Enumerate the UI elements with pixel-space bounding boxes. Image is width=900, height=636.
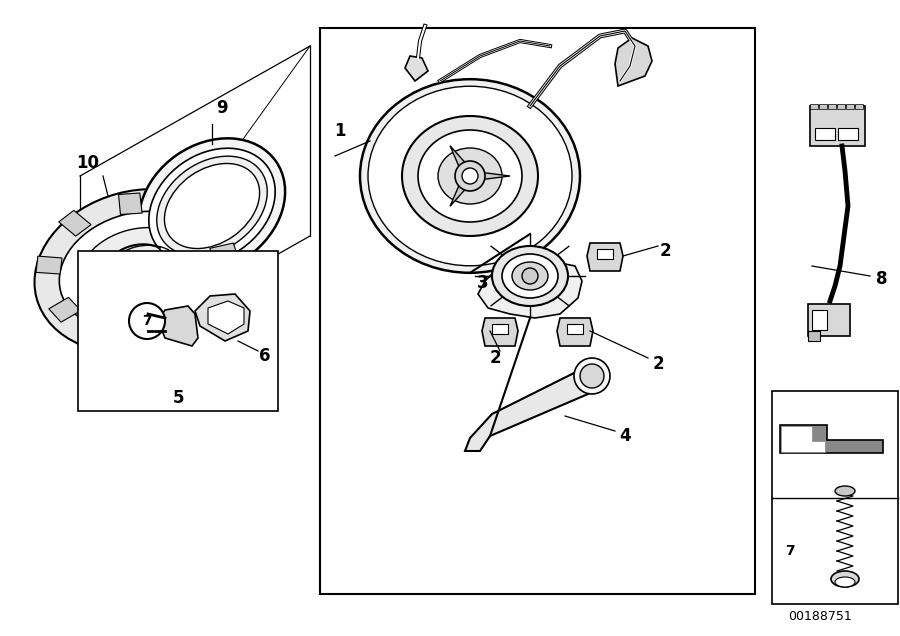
Polygon shape	[195, 294, 250, 341]
Circle shape	[522, 268, 538, 284]
Ellipse shape	[165, 163, 259, 249]
Ellipse shape	[835, 577, 855, 587]
Circle shape	[462, 168, 478, 184]
Bar	[828, 104, 836, 109]
Ellipse shape	[502, 254, 558, 298]
Circle shape	[455, 161, 485, 191]
Text: 7: 7	[142, 314, 152, 328]
Polygon shape	[36, 256, 62, 274]
Ellipse shape	[492, 246, 568, 306]
Text: 00188751: 00188751	[788, 609, 852, 623]
Polygon shape	[174, 203, 205, 228]
Circle shape	[580, 364, 604, 388]
Text: 9: 9	[216, 99, 228, 117]
Bar	[819, 104, 827, 109]
Bar	[838, 128, 858, 140]
Bar	[837, 104, 845, 109]
Ellipse shape	[512, 262, 548, 290]
Text: 1: 1	[334, 122, 346, 140]
Ellipse shape	[835, 486, 855, 496]
Text: 8: 8	[877, 270, 887, 288]
Polygon shape	[210, 243, 239, 264]
Bar	[320, 28, 755, 594]
Polygon shape	[780, 425, 883, 453]
Text: 7: 7	[785, 544, 795, 558]
Polygon shape	[49, 298, 81, 322]
Polygon shape	[479, 172, 510, 180]
Polygon shape	[405, 56, 428, 81]
Ellipse shape	[139, 138, 285, 273]
Circle shape	[574, 358, 610, 394]
Bar	[855, 104, 863, 109]
Bar	[597, 249, 613, 259]
Text: 6: 6	[259, 347, 271, 365]
Text: 5: 5	[172, 389, 184, 407]
Bar	[808, 331, 820, 341]
Text: 2: 2	[659, 242, 670, 260]
Bar	[815, 128, 835, 140]
Polygon shape	[557, 318, 593, 346]
Polygon shape	[781, 426, 825, 452]
Polygon shape	[587, 243, 623, 271]
Ellipse shape	[34, 189, 241, 353]
Bar	[810, 106, 865, 146]
Polygon shape	[450, 146, 470, 172]
Bar	[846, 104, 854, 109]
Polygon shape	[450, 180, 470, 206]
Ellipse shape	[148, 148, 275, 264]
Bar	[812, 310, 827, 330]
Ellipse shape	[418, 130, 522, 222]
Polygon shape	[102, 324, 129, 348]
Polygon shape	[208, 301, 244, 334]
Bar	[810, 104, 818, 109]
Text: 4: 4	[619, 427, 631, 445]
Polygon shape	[203, 288, 234, 311]
Bar	[492, 324, 508, 334]
Ellipse shape	[368, 86, 572, 266]
Polygon shape	[58, 211, 91, 236]
Ellipse shape	[79, 228, 197, 314]
Polygon shape	[482, 318, 518, 346]
Polygon shape	[465, 368, 598, 451]
Bar	[772, 391, 898, 604]
Polygon shape	[615, 38, 652, 86]
Bar	[78, 251, 278, 411]
Ellipse shape	[360, 80, 580, 273]
Ellipse shape	[438, 148, 502, 204]
Ellipse shape	[157, 156, 267, 256]
Polygon shape	[161, 320, 191, 345]
Polygon shape	[119, 193, 142, 214]
Text: 2: 2	[490, 349, 500, 367]
Bar	[808, 304, 850, 336]
Text: 3: 3	[477, 274, 489, 292]
Circle shape	[129, 303, 165, 339]
Text: 10: 10	[76, 154, 100, 172]
Polygon shape	[478, 261, 582, 318]
Bar	[567, 324, 583, 334]
Ellipse shape	[59, 211, 217, 331]
Ellipse shape	[402, 116, 538, 236]
Ellipse shape	[831, 571, 859, 587]
Polygon shape	[158, 306, 198, 346]
Text: 2: 2	[652, 355, 664, 373]
